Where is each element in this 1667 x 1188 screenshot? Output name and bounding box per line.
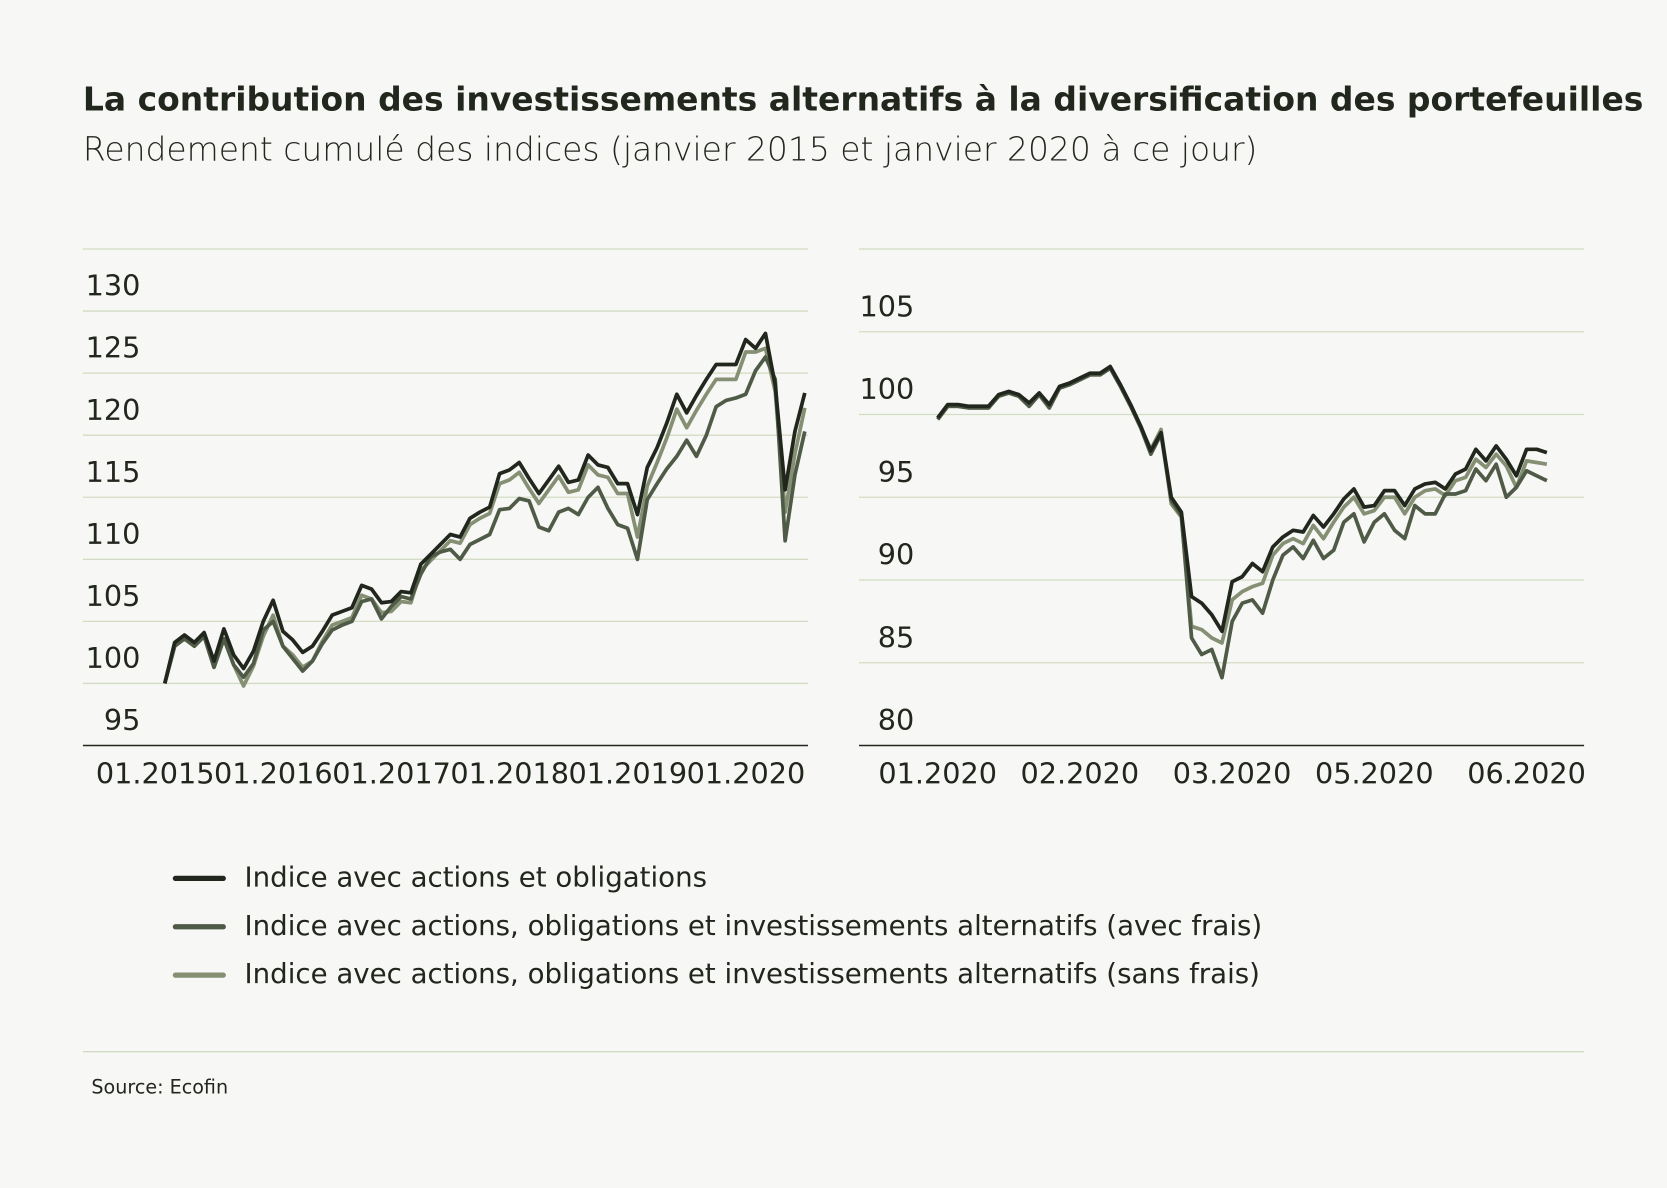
x-tick-label: 01.2016 [214, 756, 333, 790]
source: Source: Ecofin [91, 1075, 228, 1098]
y-tick-label: 100 [860, 372, 915, 406]
subtitle: Rendement cumulé des indices (janvier 20… [83, 130, 1257, 169]
x-tick-label: 01.2020 [687, 756, 806, 790]
series-line [162, 331, 807, 684]
y-tick-label: 95 [104, 703, 141, 737]
y-tick-label: 115 [86, 455, 141, 489]
x-tick-label: 05.2020 [1315, 756, 1434, 790]
x-tick-label: 02.2020 [1021, 756, 1140, 790]
x-tick-label: 01.2015 [96, 756, 215, 790]
x-tick-label: 01.2019 [569, 756, 688, 790]
title: La contribution des investissements alte… [83, 80, 1643, 119]
y-tick-label: 110 [86, 517, 141, 551]
x-tick-label: 01.2017 [332, 756, 451, 790]
x-tick-label: 01.2020 [878, 756, 997, 790]
series-line [162, 346, 807, 688]
y-tick-label: 125 [86, 331, 141, 365]
x-tick-label: 03.2020 [1173, 756, 1292, 790]
y-tick-label: 120 [86, 393, 141, 427]
y-tick-label: 100 [86, 641, 141, 675]
legend-label: Indice avec actions, obligations et inve… [245, 957, 1260, 990]
legend-label: Indice avec actions et obligations [245, 860, 707, 893]
y-tick-label: 130 [86, 269, 141, 303]
y-tick-label: 105 [860, 289, 915, 323]
y-tick-label: 85 [878, 620, 915, 654]
y-tick-label: 80 [878, 703, 915, 737]
legend-label: Indice avec actions, obligations et inve… [245, 909, 1263, 942]
x-tick-label: 01.2018 [450, 756, 569, 790]
series-line [936, 364, 1548, 634]
y-tick-label: 90 [878, 538, 915, 572]
y-tick-label: 105 [86, 579, 141, 613]
series-line [162, 355, 807, 684]
x-tick-label: 06.2020 [1467, 756, 1586, 790]
y-tick-label: 95 [878, 455, 915, 489]
